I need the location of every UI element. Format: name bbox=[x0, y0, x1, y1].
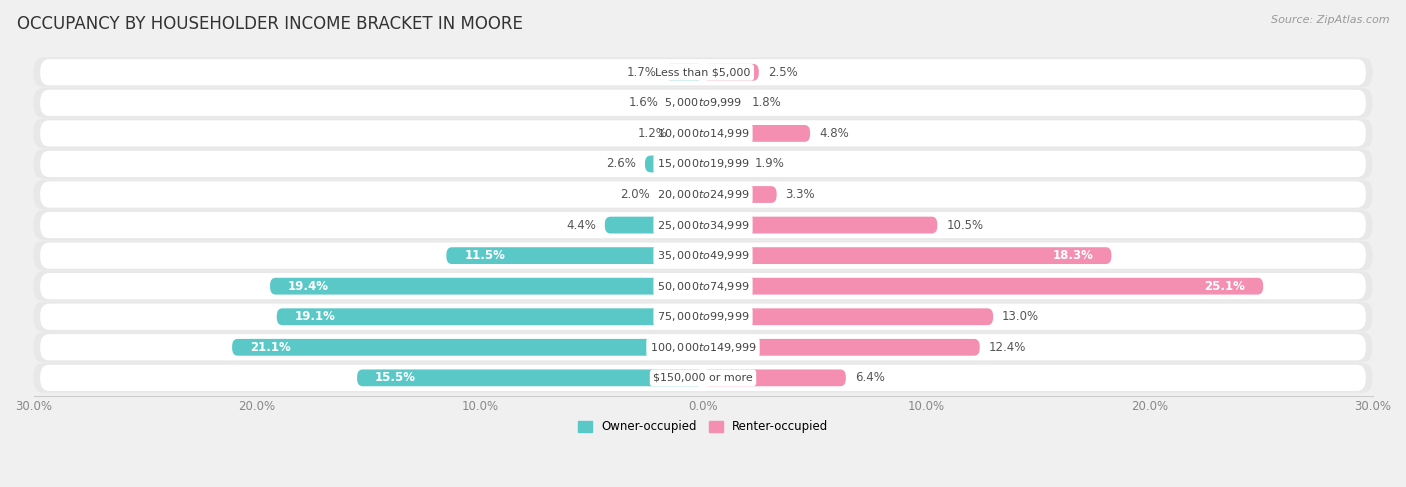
Text: 4.8%: 4.8% bbox=[820, 127, 849, 140]
FancyBboxPatch shape bbox=[232, 339, 703, 356]
Text: 2.6%: 2.6% bbox=[606, 157, 636, 170]
FancyBboxPatch shape bbox=[41, 181, 1365, 207]
FancyBboxPatch shape bbox=[703, 94, 744, 111]
FancyBboxPatch shape bbox=[703, 64, 759, 81]
Text: $15,000 to $19,999: $15,000 to $19,999 bbox=[657, 157, 749, 170]
FancyBboxPatch shape bbox=[34, 118, 1372, 149]
FancyBboxPatch shape bbox=[676, 125, 703, 142]
FancyBboxPatch shape bbox=[34, 88, 1372, 118]
FancyBboxPatch shape bbox=[703, 370, 846, 386]
FancyBboxPatch shape bbox=[34, 363, 1372, 393]
Text: 13.0%: 13.0% bbox=[1002, 310, 1039, 323]
Legend: Owner-occupied, Renter-occupied: Owner-occupied, Renter-occupied bbox=[572, 416, 834, 438]
FancyBboxPatch shape bbox=[34, 332, 1372, 362]
Text: 2.0%: 2.0% bbox=[620, 188, 650, 201]
FancyBboxPatch shape bbox=[34, 57, 1372, 87]
FancyBboxPatch shape bbox=[34, 241, 1372, 271]
FancyBboxPatch shape bbox=[703, 186, 776, 203]
Text: 2.5%: 2.5% bbox=[768, 66, 797, 79]
Text: $10,000 to $14,999: $10,000 to $14,999 bbox=[657, 127, 749, 140]
Text: 1.8%: 1.8% bbox=[752, 96, 782, 110]
Text: $150,000 or more: $150,000 or more bbox=[654, 373, 752, 383]
Text: 12.4%: 12.4% bbox=[988, 341, 1026, 354]
Text: 18.3%: 18.3% bbox=[1053, 249, 1094, 262]
Text: $50,000 to $74,999: $50,000 to $74,999 bbox=[657, 280, 749, 293]
Text: $75,000 to $99,999: $75,000 to $99,999 bbox=[657, 310, 749, 323]
Text: 1.2%: 1.2% bbox=[637, 127, 668, 140]
Text: Source: ZipAtlas.com: Source: ZipAtlas.com bbox=[1271, 15, 1389, 25]
FancyBboxPatch shape bbox=[665, 64, 703, 81]
FancyBboxPatch shape bbox=[34, 180, 1372, 209]
Text: 1.6%: 1.6% bbox=[628, 96, 658, 110]
FancyBboxPatch shape bbox=[703, 125, 810, 142]
FancyBboxPatch shape bbox=[703, 217, 938, 233]
FancyBboxPatch shape bbox=[41, 90, 1365, 116]
Text: 6.4%: 6.4% bbox=[855, 372, 884, 384]
Text: 1.9%: 1.9% bbox=[755, 157, 785, 170]
Text: Less than $5,000: Less than $5,000 bbox=[655, 67, 751, 77]
FancyBboxPatch shape bbox=[703, 155, 745, 172]
FancyBboxPatch shape bbox=[41, 334, 1365, 360]
Text: 19.4%: 19.4% bbox=[288, 280, 329, 293]
FancyBboxPatch shape bbox=[605, 217, 703, 233]
FancyBboxPatch shape bbox=[658, 186, 703, 203]
Text: $35,000 to $49,999: $35,000 to $49,999 bbox=[657, 249, 749, 262]
FancyBboxPatch shape bbox=[703, 308, 993, 325]
FancyBboxPatch shape bbox=[270, 278, 703, 295]
FancyBboxPatch shape bbox=[41, 243, 1365, 269]
FancyBboxPatch shape bbox=[34, 271, 1372, 301]
Text: $25,000 to $34,999: $25,000 to $34,999 bbox=[657, 219, 749, 232]
FancyBboxPatch shape bbox=[34, 302, 1372, 332]
FancyBboxPatch shape bbox=[41, 59, 1365, 85]
Text: 10.5%: 10.5% bbox=[946, 219, 983, 232]
Text: $5,000 to $9,999: $5,000 to $9,999 bbox=[664, 96, 742, 110]
Text: 3.3%: 3.3% bbox=[786, 188, 815, 201]
FancyBboxPatch shape bbox=[703, 247, 1111, 264]
FancyBboxPatch shape bbox=[41, 212, 1365, 238]
FancyBboxPatch shape bbox=[668, 94, 703, 111]
FancyBboxPatch shape bbox=[645, 155, 703, 172]
Text: OCCUPANCY BY HOUSEHOLDER INCOME BRACKET IN MOORE: OCCUPANCY BY HOUSEHOLDER INCOME BRACKET … bbox=[17, 15, 523, 33]
FancyBboxPatch shape bbox=[41, 303, 1365, 330]
FancyBboxPatch shape bbox=[41, 120, 1365, 147]
Text: 15.5%: 15.5% bbox=[375, 372, 416, 384]
Text: 25.1%: 25.1% bbox=[1205, 280, 1246, 293]
FancyBboxPatch shape bbox=[277, 308, 703, 325]
Text: 11.5%: 11.5% bbox=[464, 249, 505, 262]
FancyBboxPatch shape bbox=[357, 370, 703, 386]
FancyBboxPatch shape bbox=[34, 210, 1372, 240]
FancyBboxPatch shape bbox=[41, 151, 1365, 177]
Text: 1.7%: 1.7% bbox=[626, 66, 657, 79]
Text: 19.1%: 19.1% bbox=[295, 310, 336, 323]
FancyBboxPatch shape bbox=[41, 365, 1365, 391]
FancyBboxPatch shape bbox=[446, 247, 703, 264]
FancyBboxPatch shape bbox=[703, 278, 1263, 295]
Text: $100,000 to $149,999: $100,000 to $149,999 bbox=[650, 341, 756, 354]
Text: 21.1%: 21.1% bbox=[250, 341, 291, 354]
Text: 4.4%: 4.4% bbox=[567, 219, 596, 232]
FancyBboxPatch shape bbox=[41, 273, 1365, 300]
FancyBboxPatch shape bbox=[703, 339, 980, 356]
Text: $20,000 to $24,999: $20,000 to $24,999 bbox=[657, 188, 749, 201]
FancyBboxPatch shape bbox=[34, 149, 1372, 179]
